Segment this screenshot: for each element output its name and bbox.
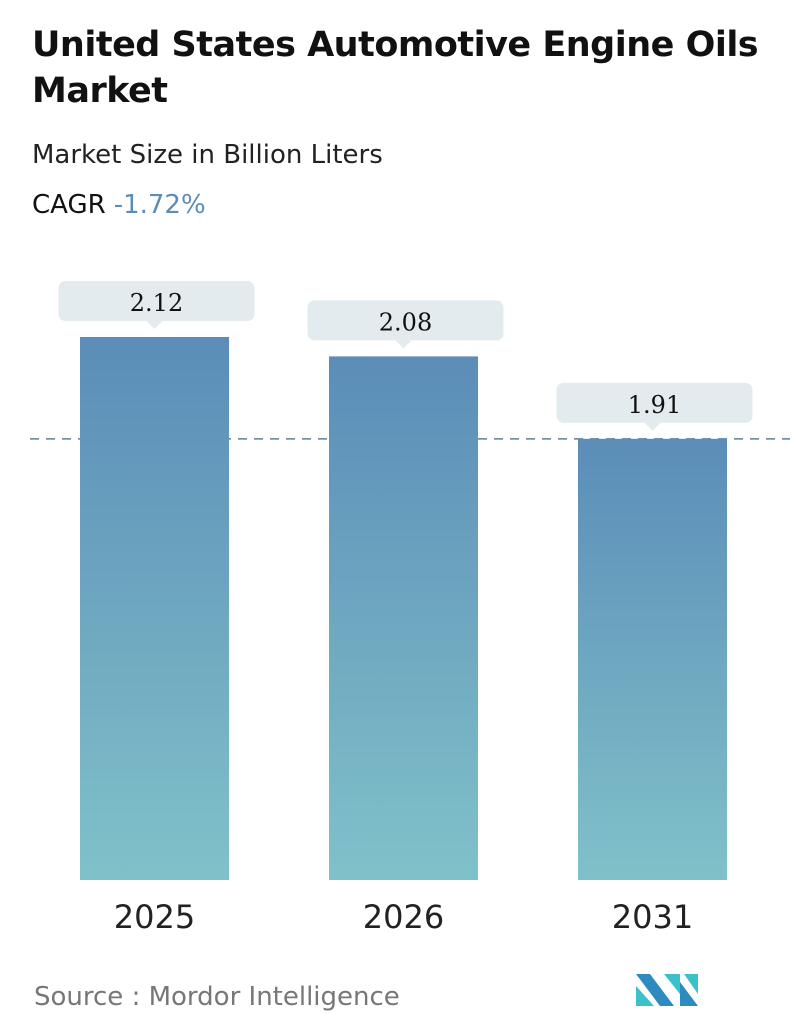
data-label-pointer (644, 422, 661, 431)
x-tick-label: 2031 (612, 898, 693, 936)
mordor-logo (636, 974, 698, 1006)
x-tick-label: 2026 (363, 898, 444, 936)
cagr-label: CAGR (32, 190, 106, 220)
source-text: Source : Mordor Intelligence (34, 982, 400, 1012)
x-tick-label: 2025 (114, 898, 195, 936)
data-label: 2.08 (379, 308, 432, 336)
chart-title: United States Automotive Engine Oils Mar… (32, 25, 759, 111)
cagr: CAGR -1.72% (32, 190, 206, 220)
bar-2026 (329, 356, 478, 881)
bar-chart: 2.12 2025 2.08 2026 1.91 2031 (30, 281, 790, 936)
bar-2025 (80, 337, 229, 880)
data-label: 1.91 (628, 391, 681, 419)
chart-subtitle: Market Size in Billion Liters (32, 140, 383, 170)
data-label-box (307, 300, 504, 341)
cagr-value: -1.72% (113, 190, 206, 220)
data-label-box (58, 281, 255, 321)
data-label-pointer (395, 340, 412, 349)
bar-2031 (578, 438, 727, 880)
data-label-pointer (146, 321, 163, 329)
data-label-box (556, 382, 753, 423)
data-label: 2.12 (130, 289, 183, 317)
